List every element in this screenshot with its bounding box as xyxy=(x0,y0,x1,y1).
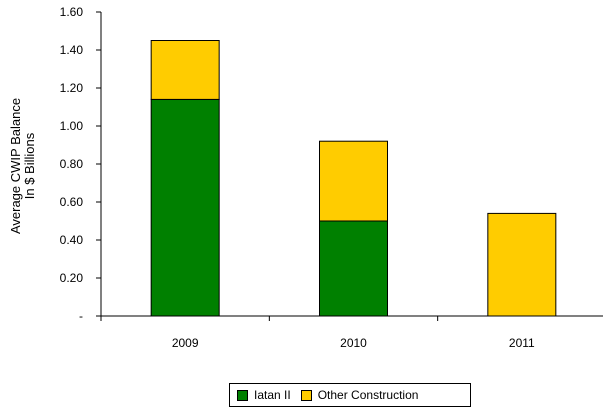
bars xyxy=(150,40,557,317)
y-tick-label: 1.20 xyxy=(60,81,84,95)
y-axis-title-line2: In $ Billions xyxy=(22,132,37,199)
y-tick-label: 1.00 xyxy=(60,119,84,133)
y-tick-label: 1.60 xyxy=(60,5,84,19)
legend: Iatan II Other Construction xyxy=(229,383,471,407)
y-tick-label: 0.60 xyxy=(60,195,84,209)
y-tick-label: 0.80 xyxy=(60,157,84,171)
legend-label-other-construction: Other Construction xyxy=(317,388,419,402)
y-tick-label: 1.40 xyxy=(60,43,84,57)
y-tick-label: - xyxy=(79,309,83,323)
y-axis-ticks: - 0.20 0.40 0.60 0.80 1.00 1.20 1.40 1.60 xyxy=(60,5,101,323)
legend-swatch-other-construction xyxy=(300,389,312,401)
x-tick-label: 2009 xyxy=(172,336,199,350)
legend-item-other-construction: Other Construction xyxy=(300,388,419,402)
y-axis-title-line1: Average CWIP Balance xyxy=(8,98,23,234)
legend-item-iatan-ii: Iatan II xyxy=(237,388,291,402)
y-axis-label: Average CWIP Balance In $ Billions xyxy=(8,98,37,234)
x-tick-label: 2010 xyxy=(340,336,367,350)
axes xyxy=(100,12,603,317)
legend-swatch-iatan-ii xyxy=(237,389,248,401)
bar-2010-iatan-ii xyxy=(319,220,388,317)
bar-2010-other-construction xyxy=(319,140,388,222)
legend-label-iatan-ii: Iatan II xyxy=(254,388,291,402)
bar-2009-other-construction xyxy=(150,40,220,100)
y-tick-label: 0.40 xyxy=(60,233,84,247)
x-axis-ticks: 2009 2010 2011 xyxy=(100,316,535,350)
x-tick-label: 2011 xyxy=(509,336,535,350)
bar-2011-other-construction xyxy=(487,212,557,317)
cwip-bar-chart: Average CWIP Balance In $ Billions - 0.20 0… xyxy=(8,5,603,350)
y-tick-label: 0.20 xyxy=(60,271,84,285)
bar-2009-iatan-ii xyxy=(150,98,220,317)
